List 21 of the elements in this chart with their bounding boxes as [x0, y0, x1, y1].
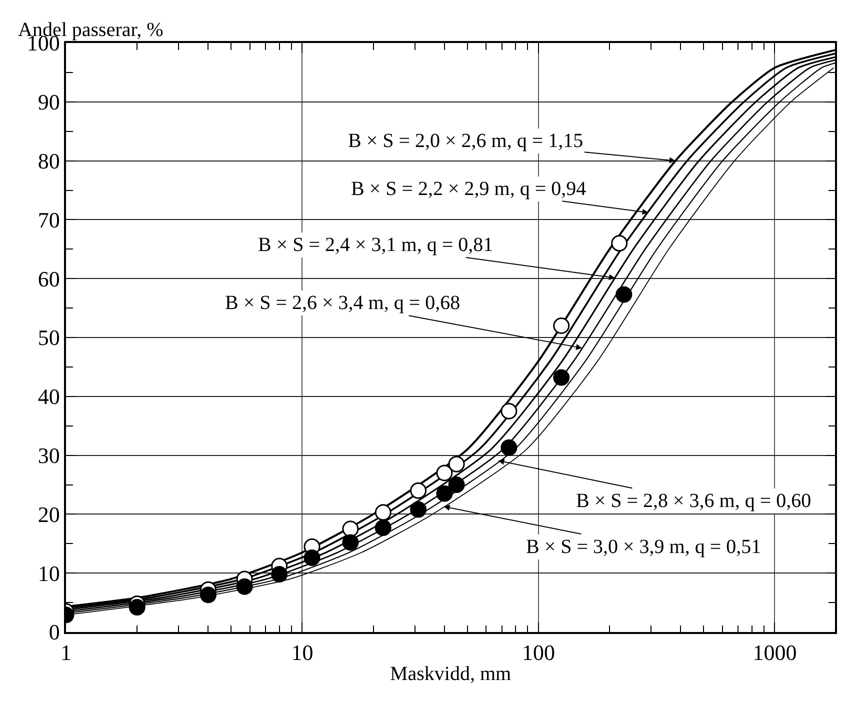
annotation: B × S = 2,2 × 2,9 m, q = 0,94: [351, 178, 586, 200]
x-tick-label: 10: [291, 640, 314, 666]
y-tick-label: 0: [48, 620, 60, 645]
annotation: B × S = 2,4 × 3,1 m, q = 0,81: [258, 234, 494, 256]
y-tick-label: 70: [38, 207, 60, 232]
y-tick-label: 60: [38, 266, 60, 292]
y-tick-label: 10: [38, 560, 60, 586]
y-tick-label: 90: [38, 90, 60, 115]
x-axis-title: Maskvidd, mm: [390, 663, 512, 686]
annotation: B × S = 2,6 × 3,4 m, q = 0,68: [225, 292, 460, 314]
y-tick-label: 50: [38, 325, 60, 350]
x-tick-label: 1000: [752, 640, 797, 666]
y-tick-label: 30: [38, 443, 60, 468]
annotation: B × S = 2,0 × 2,6 m, q = 1,15: [348, 130, 584, 152]
y-tick-label: 80: [38, 148, 60, 174]
annotation: B × S = 3,0 × 3,9 m, q = 0,51: [526, 536, 762, 558]
y-tick-label: 40: [38, 384, 60, 410]
x-tick-label: 100: [522, 640, 555, 666]
y-tick-label: 20: [38, 502, 60, 527]
annotation: B × S = 2,8 × 3,6 m, q = 0,60: [576, 490, 812, 512]
x-tick-label: 1: [60, 640, 72, 666]
